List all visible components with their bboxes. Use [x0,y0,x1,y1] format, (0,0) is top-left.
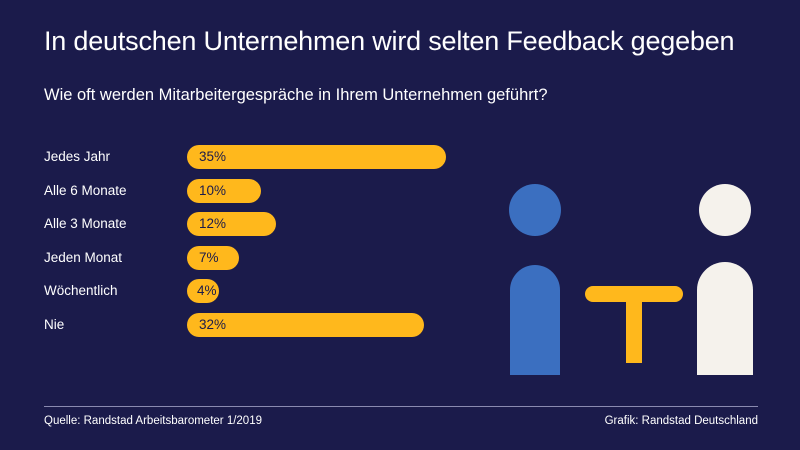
category-label: Nie [44,316,65,332]
category-label: Alle 3 Monate [44,216,127,231]
category-label: Jedes Jahr [44,149,111,164]
bar: 4% [187,279,219,303]
bar-value-label: 7% [199,249,219,265]
bar: 12% [187,212,276,236]
person-left-icon [509,184,561,375]
meeting-illustration [509,184,753,375]
bar: 32% [187,312,424,337]
category-label: Jeden Monat [44,249,123,265]
bar: 35% [187,145,446,169]
bar-value-label: 35% [199,149,227,164]
source-note: Quelle: Randstad Arbeitsbarometer 1/2019 [44,415,262,427]
chart-title: In deutschen Unternehmen wird selten Fee… [44,26,735,56]
footer-divider [44,406,758,407]
bar-value-label: 4% [197,283,217,298]
person-right-icon [697,184,753,375]
category-label: Alle 6 Monate [44,182,127,198]
bar-value-label: 12% [199,216,227,231]
bar-value-label: 10% [199,182,227,198]
bar-value-label: 32% [199,316,227,332]
bar: 10% [187,178,261,203]
table-icon [585,286,683,363]
bar: 7% [187,245,239,270]
graphic-credit: Grafik: Randstad Deutschland [604,415,758,427]
chart-subtitle: Wie oft werden Mitarbeitergespräche in I… [44,86,548,104]
category-label: Wöchentlich [44,283,118,298]
